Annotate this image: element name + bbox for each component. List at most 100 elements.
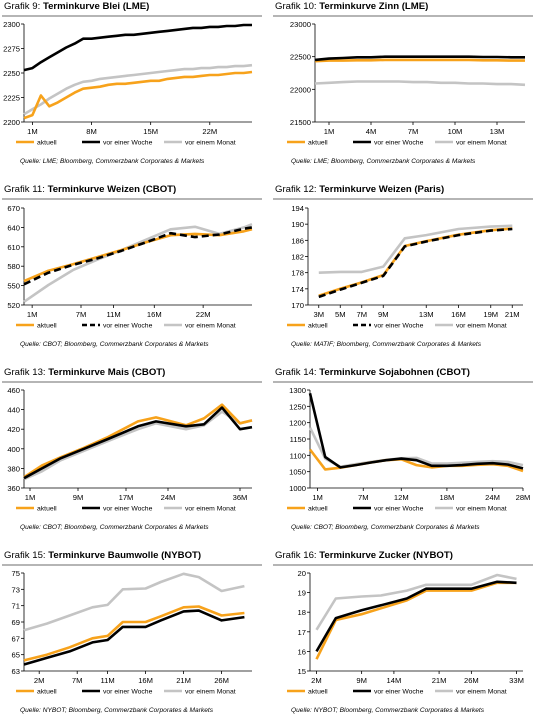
series-line-aktuell <box>23 228 253 283</box>
y-tick-label: 2225 <box>3 94 20 103</box>
y-tick-label: 178 <box>291 269 304 278</box>
series-line-monat <box>318 224 513 274</box>
source-note: Quelle: CBOT; Bloomberg, Commerzbank Cor… <box>20 524 209 531</box>
y-tick-label: 170 <box>291 301 304 310</box>
title-rule <box>2 15 262 17</box>
y-tick-label: 21500 <box>290 118 311 127</box>
chart-title-text: Terminkurve Baumwolle (NYBOT) <box>48 550 202 561</box>
legend-label: vor einem Monat <box>185 689 236 696</box>
y-tick-label: 65 <box>12 651 20 660</box>
series-line-monat <box>23 410 253 481</box>
chart-title: Grafik 10: Terminkurve Zinn (LME) <box>275 1 428 12</box>
y-tick-label: 2200 <box>3 118 20 127</box>
legend-label: vor einer Woche <box>374 689 424 696</box>
y-tick-label: 17 <box>298 628 306 637</box>
chart-title: Grafik 14: Terminkurve Sojabohnen (CBOT) <box>275 367 470 378</box>
legend-label: vor einem Monat <box>185 323 236 330</box>
y-tick-label: 1000 <box>289 484 306 493</box>
x-tick-label: 16M <box>147 310 162 319</box>
y-tick-label: 15 <box>298 667 306 676</box>
x-tick-label: 10M <box>448 127 463 136</box>
title-rule <box>273 15 533 17</box>
x-tick-label: 16M <box>138 676 153 685</box>
x-tick-label: 12M <box>394 493 409 502</box>
series-line-woche <box>23 609 245 666</box>
x-tick-label: 4M <box>366 127 377 136</box>
y-tick-label: 1300 <box>289 386 306 395</box>
chart-panel: Grafik 16: Terminkurve Zucker (NYBOT) 15 1… <box>273 550 533 718</box>
x-tick-label: 13M <box>490 127 505 136</box>
series-line-aktuell <box>23 70 253 120</box>
x-tick-label: 1M <box>25 493 36 502</box>
x-tick-label: 7M <box>356 310 367 319</box>
title-rule <box>273 198 533 200</box>
legend-label: aktuell <box>308 323 328 330</box>
legend-label: aktuell <box>37 140 57 147</box>
series-line-woche <box>308 392 524 470</box>
x-tick-label: 2M <box>311 676 322 685</box>
chart-title-prefix: Grafik 11: <box>4 184 45 195</box>
title-rule <box>2 381 262 383</box>
y-tick-label: 610 <box>7 243 20 252</box>
y-tick-label: 22000 <box>290 85 311 94</box>
chart-title-text: Terminkurve Zucker (NYBOT) <box>319 550 453 561</box>
y-tick-label: 23000 <box>290 20 311 29</box>
chart-title-prefix: Grafik 16: <box>275 550 317 561</box>
x-tick-label: 1M <box>27 310 38 319</box>
series-line-aktuell <box>23 605 245 662</box>
x-tick-label: 15M <box>143 127 158 136</box>
y-tick-label: 440 <box>7 406 20 415</box>
x-tick-label: 21M <box>505 310 520 319</box>
legend-label: aktuell <box>37 689 57 696</box>
chart-panel: Grafik 11: Terminkurve Weizen (CBOT) 520 5… <box>2 184 262 352</box>
x-tick-label: 21M <box>432 676 447 685</box>
chart-title: Grafik 16: Terminkurve Zucker (NYBOT) <box>275 550 453 561</box>
title-rule <box>2 198 262 200</box>
title-rule <box>2 564 262 566</box>
x-tick-label: 21M <box>176 676 191 685</box>
series-line-monat <box>23 572 245 632</box>
y-tick-label: 380 <box>7 464 20 473</box>
legend-label: vor einer Woche <box>103 506 153 513</box>
series-line-woche <box>314 55 525 62</box>
x-tick-label: 14M <box>387 676 402 685</box>
x-tick-label: 28M <box>516 493 531 502</box>
title-rule <box>273 564 533 566</box>
legend-label: vor einer Woche <box>103 689 153 696</box>
y-tick-label: 360 <box>7 484 20 493</box>
y-tick-label: 16 <box>298 647 306 656</box>
series-line-woche <box>23 226 253 286</box>
series-line-aktuell <box>315 581 517 660</box>
legend-label: vor einem Monat <box>456 506 507 513</box>
y-tick-label: 194 <box>291 204 304 213</box>
x-tick-label: 22M <box>202 127 217 136</box>
legend-label: vor einer Woche <box>103 323 153 330</box>
x-tick-label: 9M <box>356 676 367 685</box>
y-tick-label: 186 <box>291 236 304 245</box>
x-tick-label: 24M <box>485 493 500 502</box>
source-note: Quelle: LME; Bloomberg, Commerzbank Corp… <box>291 158 476 165</box>
legend-label: vor einem Monat <box>456 689 507 696</box>
y-tick-label: 69 <box>12 618 20 627</box>
x-tick-label: 5M <box>335 310 346 319</box>
x-tick-label: 8M <box>86 127 97 136</box>
chart-panel: Grafik 9: Terminkurve Blei (LME) 2200 2225… <box>2 1 262 169</box>
y-tick-label: 1200 <box>289 419 306 428</box>
legend-label: vor einer Woche <box>103 140 153 147</box>
x-tick-label: 18M <box>440 493 455 502</box>
legend-label: vor einer Woche <box>374 323 424 330</box>
x-tick-label: 13M <box>419 310 434 319</box>
series-line-monat <box>23 63 253 116</box>
chart-title-text: Terminkurve Mais (CBOT) <box>48 367 166 378</box>
line-chart: 2200 2225 2250 2275 2300 1M 8M 15M 22M aktuell vor… <box>3 20 253 147</box>
x-tick-label: 11M <box>100 676 114 685</box>
chart-title-text: Terminkurve Zinn (LME) <box>319 1 429 12</box>
y-tick-label: 2300 <box>3 20 20 29</box>
y-tick-label: 550 <box>7 282 20 291</box>
legend-label: vor einem Monat <box>456 140 507 147</box>
y-tick-label: 18 <box>298 608 306 617</box>
series-line-aktuell <box>318 227 513 297</box>
y-tick-label: 520 <box>7 301 20 310</box>
source-note: Quelle: NYBOT; Bloomberg, Commerzbank Co… <box>291 707 484 714</box>
x-tick-label: 26M <box>214 676 229 685</box>
